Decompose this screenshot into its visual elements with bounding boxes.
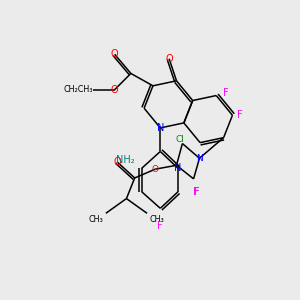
Text: F: F xyxy=(237,110,242,120)
Text: N: N xyxy=(196,154,203,163)
Text: O: O xyxy=(152,165,159,174)
Text: O: O xyxy=(113,157,121,167)
Text: CH₃: CH₃ xyxy=(88,215,103,224)
Text: O: O xyxy=(111,85,118,94)
Text: F: F xyxy=(193,187,198,197)
Text: F: F xyxy=(223,88,229,98)
Text: CH₂CH₃: CH₂CH₃ xyxy=(63,85,93,94)
Text: F: F xyxy=(158,221,163,231)
Text: N: N xyxy=(174,163,182,173)
Text: N: N xyxy=(157,123,164,133)
Text: CH₃: CH₃ xyxy=(150,215,165,224)
Text: Cl: Cl xyxy=(175,135,184,144)
Text: F: F xyxy=(194,187,200,197)
Text: O: O xyxy=(165,54,173,64)
Text: O: O xyxy=(111,49,118,59)
Text: NH₂: NH₂ xyxy=(116,155,134,165)
